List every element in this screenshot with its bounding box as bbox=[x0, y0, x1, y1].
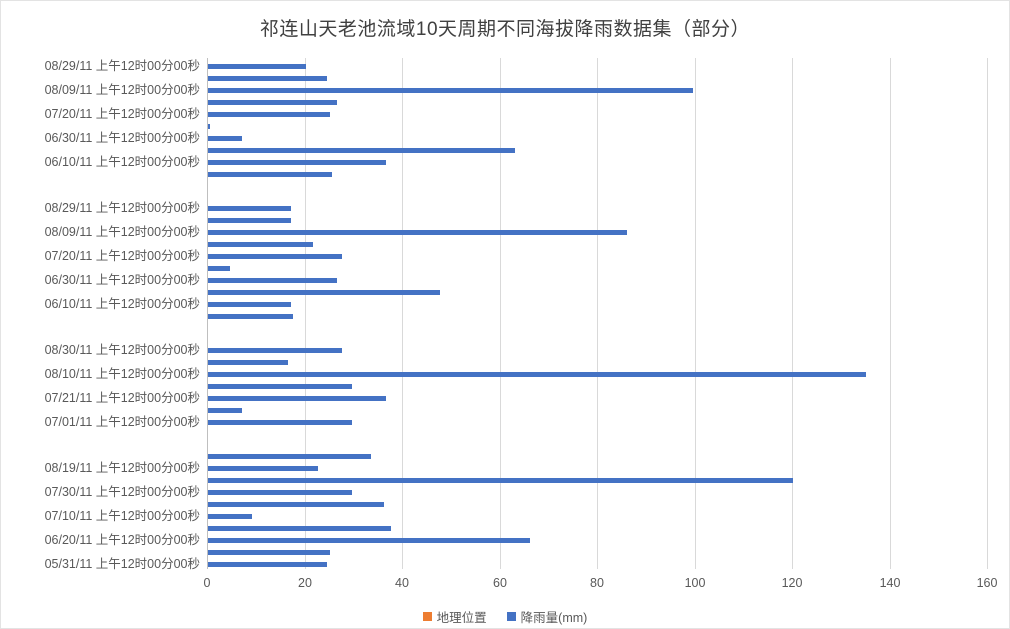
rainfall-bar bbox=[208, 148, 515, 153]
y-axis-category-label: 06/10/11 上午12时00分00秒 bbox=[44, 155, 200, 169]
y-axis-category-label: 06/10/11 上午12时00分00秒 bbox=[44, 297, 200, 311]
rainfall-bar bbox=[208, 136, 242, 141]
x-axis-tick-label: 40 bbox=[395, 576, 409, 590]
rainfall-bar bbox=[208, 538, 530, 543]
x-axis-tick-label: 160 bbox=[976, 576, 998, 590]
x-axis-tick-label: 120 bbox=[781, 576, 803, 590]
legend-item-rainfall: 降雨量(mm) bbox=[506, 607, 588, 626]
gridline bbox=[597, 58, 598, 569]
y-axis-category-label: 07/30/11 上午12时00分00秒 bbox=[44, 485, 200, 499]
y-axis-category-label: 08/09/11 上午12时00分00秒 bbox=[44, 83, 200, 97]
legend-label-location: 地理位置 bbox=[436, 611, 487, 625]
rainfall-bar bbox=[208, 372, 866, 377]
legend: 地理位置 降雨量(mm) bbox=[1, 607, 1009, 626]
rainfall-bar bbox=[208, 218, 291, 223]
rainfall-bar bbox=[208, 420, 352, 425]
rainfall-bar bbox=[208, 454, 371, 459]
chart-title: 祁连山天老池流域10天周期不同海拔降雨数据集（部分） bbox=[259, 19, 751, 40]
gridline bbox=[987, 58, 988, 569]
y-axis-category-label: 08/29/11 上午12时00分00秒 bbox=[44, 201, 200, 215]
rainfall-bar bbox=[208, 172, 332, 177]
y-axis-category-label: 05/31/11 上午12时00分00秒 bbox=[44, 557, 200, 571]
rainfall-bar bbox=[208, 466, 318, 471]
rainfall-bar bbox=[208, 302, 291, 307]
rainfall-bar bbox=[208, 514, 252, 519]
x-axis-tick-label: 100 bbox=[684, 576, 706, 590]
y-axis-category-label: 07/01/11 上午12时00分00秒 bbox=[44, 415, 200, 429]
plot-area bbox=[207, 58, 988, 569]
y-axis-category-label: 08/30/11 上午12时00分00秒 bbox=[44, 343, 200, 357]
rainfall-bar bbox=[208, 266, 230, 271]
legend-item-location: 地理位置 bbox=[422, 607, 487, 626]
rainfall-bar bbox=[208, 206, 291, 211]
x-axis-tick-label: 140 bbox=[879, 576, 901, 590]
y-axis-category-label: 08/09/11 上午12时00分00秒 bbox=[44, 225, 200, 239]
y-axis-category-label: 07/10/11 上午12时00分00秒 bbox=[44, 509, 200, 523]
rainfall-bar bbox=[208, 396, 386, 401]
rainfall-bar bbox=[208, 88, 693, 93]
rainfall-bar bbox=[208, 64, 306, 69]
gridline bbox=[500, 58, 501, 569]
rainfall-bar bbox=[208, 100, 337, 105]
rainfall-bar bbox=[208, 254, 342, 259]
x-axis-tick-label: 20 bbox=[298, 576, 312, 590]
y-axis-category-label: 08/19/11 上午12时00分00秒 bbox=[44, 461, 200, 475]
x-axis-tick-label: 80 bbox=[590, 576, 604, 590]
y-axis-category-label: 08/29/11 上午12时00分00秒 bbox=[44, 59, 200, 73]
rainfall-bar bbox=[208, 562, 327, 567]
rainfall-bar bbox=[208, 124, 210, 129]
x-axis-tick-label: 60 bbox=[493, 576, 507, 590]
x-axis-tick-label: 0 bbox=[203, 576, 211, 590]
y-axis-category-label: 07/20/11 上午12时00分00秒 bbox=[44, 107, 200, 121]
y-axis-category-label: 06/30/11 上午12时00分00秒 bbox=[44, 131, 200, 145]
y-axis-line bbox=[207, 58, 208, 569]
legend-swatch-location-icon bbox=[422, 612, 432, 621]
rainfall-bar bbox=[208, 408, 242, 413]
rainfall-bar bbox=[208, 76, 327, 81]
rainfall-bar bbox=[208, 502, 384, 507]
gridline bbox=[890, 58, 891, 569]
gridline bbox=[305, 58, 306, 569]
rainfall-bar bbox=[208, 490, 352, 495]
rainfall-bar bbox=[208, 550, 330, 555]
rainfall-bar bbox=[208, 478, 793, 483]
rainfall-bar bbox=[208, 526, 391, 531]
y-axis-category-label: 06/20/11 上午12时00分00秒 bbox=[44, 533, 200, 547]
rainfall-bar bbox=[208, 360, 288, 365]
y-axis-category-label: 08/10/11 上午12时00分00秒 bbox=[44, 367, 200, 381]
gridline bbox=[695, 58, 696, 569]
gridline bbox=[402, 58, 403, 569]
y-axis-category-label: 07/21/11 上午12时00分00秒 bbox=[44, 391, 200, 405]
rainfall-bar bbox=[208, 384, 352, 389]
rainfall-bar bbox=[208, 314, 293, 319]
rainfall-bar bbox=[208, 348, 342, 353]
legend-label-rainfall: 降雨量(mm) bbox=[520, 611, 588, 625]
rainfall-bar bbox=[208, 112, 330, 117]
rainfall-bar bbox=[208, 160, 386, 165]
rainfall-bar bbox=[208, 290, 440, 295]
rainfall-bar bbox=[208, 278, 337, 283]
gridline bbox=[792, 58, 793, 569]
rainfall-bar bbox=[208, 242, 313, 247]
rainfall-bar bbox=[208, 230, 627, 235]
y-axis-category-label: 07/20/11 上午12时00分00秒 bbox=[44, 249, 200, 263]
legend-swatch-rainfall-icon bbox=[506, 612, 516, 621]
y-axis-category-label: 06/30/11 上午12时00分00秒 bbox=[44, 273, 200, 287]
